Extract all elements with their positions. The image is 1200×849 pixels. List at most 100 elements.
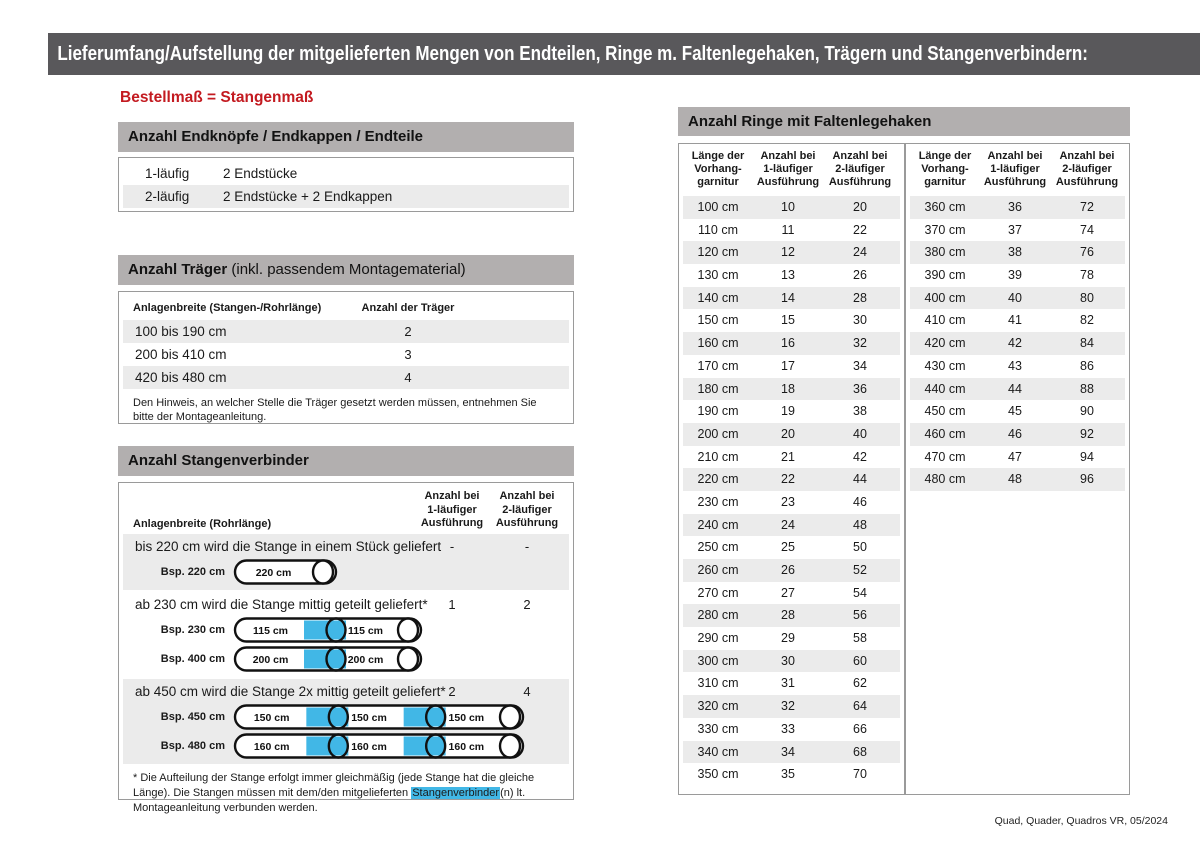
cell-2-laeufig: 42: [853, 449, 867, 464]
cell-length: 440 cm: [924, 381, 966, 396]
cell-2-laeufig: 36: [853, 381, 867, 396]
verbinder-footnote: * Die Aufteilung der Stange erfolgt imme…: [133, 772, 535, 814]
cell-2-laeufig: 20: [853, 200, 867, 214]
cell-2-laeufig: 90: [1080, 404, 1094, 419]
rod-example-row: Bsp. 450 cm 150 cm 150 cm 150 cm: [123, 703, 569, 731]
rod-segment-label: 150 cm: [254, 712, 290, 724]
header-line: 2-läufiger: [1062, 163, 1112, 175]
cell-1-laeufig: 29: [781, 631, 795, 646]
rod-example-label: Bsp. 220 cm: [160, 566, 225, 578]
cell-1-laeufig: 31: [781, 676, 795, 691]
section-header-traeger: Anzahl Träger (inkl. passendem Montagema…: [118, 255, 574, 285]
table-row: 120 cm 12 24: [683, 241, 900, 265]
cell-length: 210 cm: [697, 449, 739, 464]
cell-1-laeufig: 38: [1008, 245, 1022, 260]
cell-length: 240 cm: [697, 517, 739, 532]
cell-1-laeufig: 16: [781, 336, 795, 351]
header-line: Anzahl bei: [1059, 150, 1115, 162]
cell-1-laeufig: 39: [1008, 268, 1022, 283]
table-row: 340 cm 34 68: [683, 740, 900, 764]
value-2-laeufig: 4: [523, 684, 531, 699]
table-row: 250 cm 25 50: [683, 536, 900, 559]
header-line: Anzahl bei: [987, 150, 1043, 162]
cell-2-laeufig: 50: [853, 540, 867, 555]
cell-1-laeufig: 33: [781, 721, 795, 736]
rod-example-label: Bsp. 450 cm: [160, 711, 225, 723]
page-title: Lieferumfang/Aufstellung der mitgeliefer…: [57, 43, 1088, 65]
cell-2-laeufig: 64: [853, 699, 867, 714]
cell-length: 330 cm: [697, 721, 739, 736]
cell-2-laeufig: 84: [1080, 336, 1094, 351]
cell-length: 480 cm: [924, 472, 966, 487]
traeger-table-head: Anlagenbreite (Stangen-/Rohrlänge) Anzah…: [119, 296, 573, 320]
cell-length: 100 cm: [697, 200, 739, 214]
cell-length: 420 cm: [924, 336, 966, 351]
cell-2-laeufig: 32: [853, 336, 867, 351]
connector-block: [306, 736, 349, 756]
cell-2-laeufig: 74: [1080, 222, 1094, 237]
endteile-table: 1-läufig 2 Endstücke 2-läufig 2 Endstücke +…: [118, 157, 574, 212]
cell-1-laeufig: 34: [781, 744, 795, 759]
ringe-table-right: Länge der Vorhang-garnitur Anzahl bei 1-läu…: [904, 144, 1129, 794]
cell-length: 140 cm: [697, 290, 739, 305]
cell-length: 280 cm: [697, 608, 739, 623]
cell-length: 380 cm: [924, 245, 966, 260]
cell-1-laeufig: 42: [1008, 336, 1022, 351]
table-row: 240 cm 24 48: [683, 513, 900, 537]
column-header: Länge der Vorhang-garnitur: [683, 150, 753, 189]
verbinder-table: Anlagenbreite (Rohrlänge) Anzahl bei 1-lä…: [118, 482, 574, 814]
cell-length: 370 cm: [924, 222, 966, 237]
table-row: 160 cm 16 32: [683, 332, 900, 355]
cell-length: 460 cm: [924, 426, 966, 441]
row-label: 2-läufig: [145, 189, 190, 204]
rod-example-row: Bsp. 400 cm 200 cm 200 cm: [123, 645, 569, 673]
rod-diagram: 200 cm 200 cm: [233, 646, 423, 672]
section-header-ringe: Anzahl Ringe mit Faltenlegehaken: [678, 107, 1130, 136]
cell-2-laeufig: 48: [853, 517, 867, 532]
cell-2-laeufig: 70: [853, 767, 867, 782]
segment-joint: [325, 646, 347, 672]
header-line: Ausführung: [420, 517, 484, 529]
header-line: garnitur: [697, 176, 739, 188]
cell-1-laeufig: 15: [781, 313, 795, 328]
traeger-rows: 100 bis 190 cm 2 200 bis 410 cm 3 420 bis 48…: [119, 320, 573, 389]
row-count: 4: [404, 370, 412, 385]
rod-segment-label: 150 cm: [351, 712, 387, 724]
cell-2-laeufig: 44: [853, 472, 867, 487]
rod-example-label: Bsp. 400 cm: [160, 653, 225, 665]
segment-joint: [327, 733, 350, 759]
value-1-laeufig: 1: [448, 597, 456, 612]
cell-1-laeufig: 48: [1008, 472, 1022, 487]
cell-2-laeufig: 88: [1080, 381, 1094, 396]
header-line: 1-läufiger: [427, 503, 477, 516]
cell-2-laeufig: 38: [853, 404, 867, 419]
table-row: 300 cm 30 60: [683, 649, 900, 673]
table-row: 330 cm 33 66: [683, 718, 900, 741]
table-row: 380 cm 38 76: [910, 241, 1125, 265]
cell-2-laeufig: 78: [1080, 268, 1094, 283]
cell-length: 320 cm: [697, 699, 739, 714]
cell-2-laeufig: 86: [1080, 358, 1094, 373]
cell-1-laeufig: 22: [781, 472, 795, 487]
value-2-laeufig: -: [524, 539, 530, 554]
header-line: Anzahl bei: [499, 490, 555, 502]
header-line: Anzahl bei: [832, 150, 888, 162]
cell-2-laeufig: 34: [853, 358, 867, 373]
header-line: Länge der: [918, 150, 972, 162]
column-header: Anzahl bei 1-läufiger Ausführung: [980, 150, 1050, 189]
cell-length: 270 cm: [697, 585, 739, 600]
cell-length: 310 cm: [697, 676, 739, 691]
section-header-verbinder: Anzahl Stangenverbinder: [118, 446, 574, 476]
cell-length: 190 cm: [697, 404, 739, 419]
segment-joint: [424, 733, 447, 759]
cell-2-laeufig: 58: [853, 631, 867, 646]
table-row: 450 cm 45 90: [910, 400, 1125, 423]
rod-segment-label: 115 cm: [253, 625, 288, 637]
verbinder-table-head: Anlagenbreite (Rohrlänge) Anzahl bei 1-lä…: [119, 488, 573, 534]
table-row: 270 cm 27 54: [683, 582, 900, 605]
table-row: 480 cm 48 96: [910, 468, 1125, 491]
cell-2-laeufig: 66: [853, 721, 867, 736]
cell-2-laeufig: 52: [853, 563, 867, 577]
cell-length: 230 cm: [697, 494, 739, 509]
cell-1-laeufig: 36: [1008, 200, 1022, 214]
